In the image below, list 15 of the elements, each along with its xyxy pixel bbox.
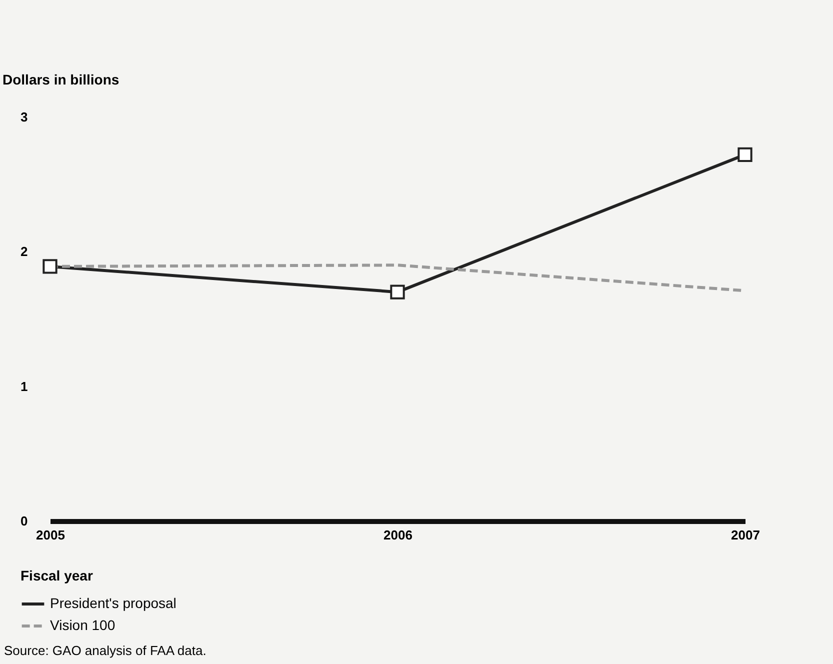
x-tick-label: 2005 (36, 528, 65, 542)
legend-label: President's proposal (50, 595, 176, 611)
y-tick-label: 0 (20, 514, 28, 528)
x-axis-title: Fiscal year (20, 568, 94, 584)
y-tick-label: 2 (20, 244, 28, 260)
x-tick-label: 2007 (731, 528, 760, 542)
point (42, 259, 58, 274)
point (390, 284, 405, 300)
point (738, 147, 752, 162)
y-tick-label: 1 (20, 378, 28, 394)
legend-label: Vision 100 (50, 617, 116, 633)
x-tick-label: 2006 (384, 528, 412, 542)
y-tick-label: 3 (20, 110, 28, 124)
source-note: Source: GAO analysis of FAA data. (4, 643, 206, 658)
y-axis-title: Dollars in billions (2, 72, 120, 88)
